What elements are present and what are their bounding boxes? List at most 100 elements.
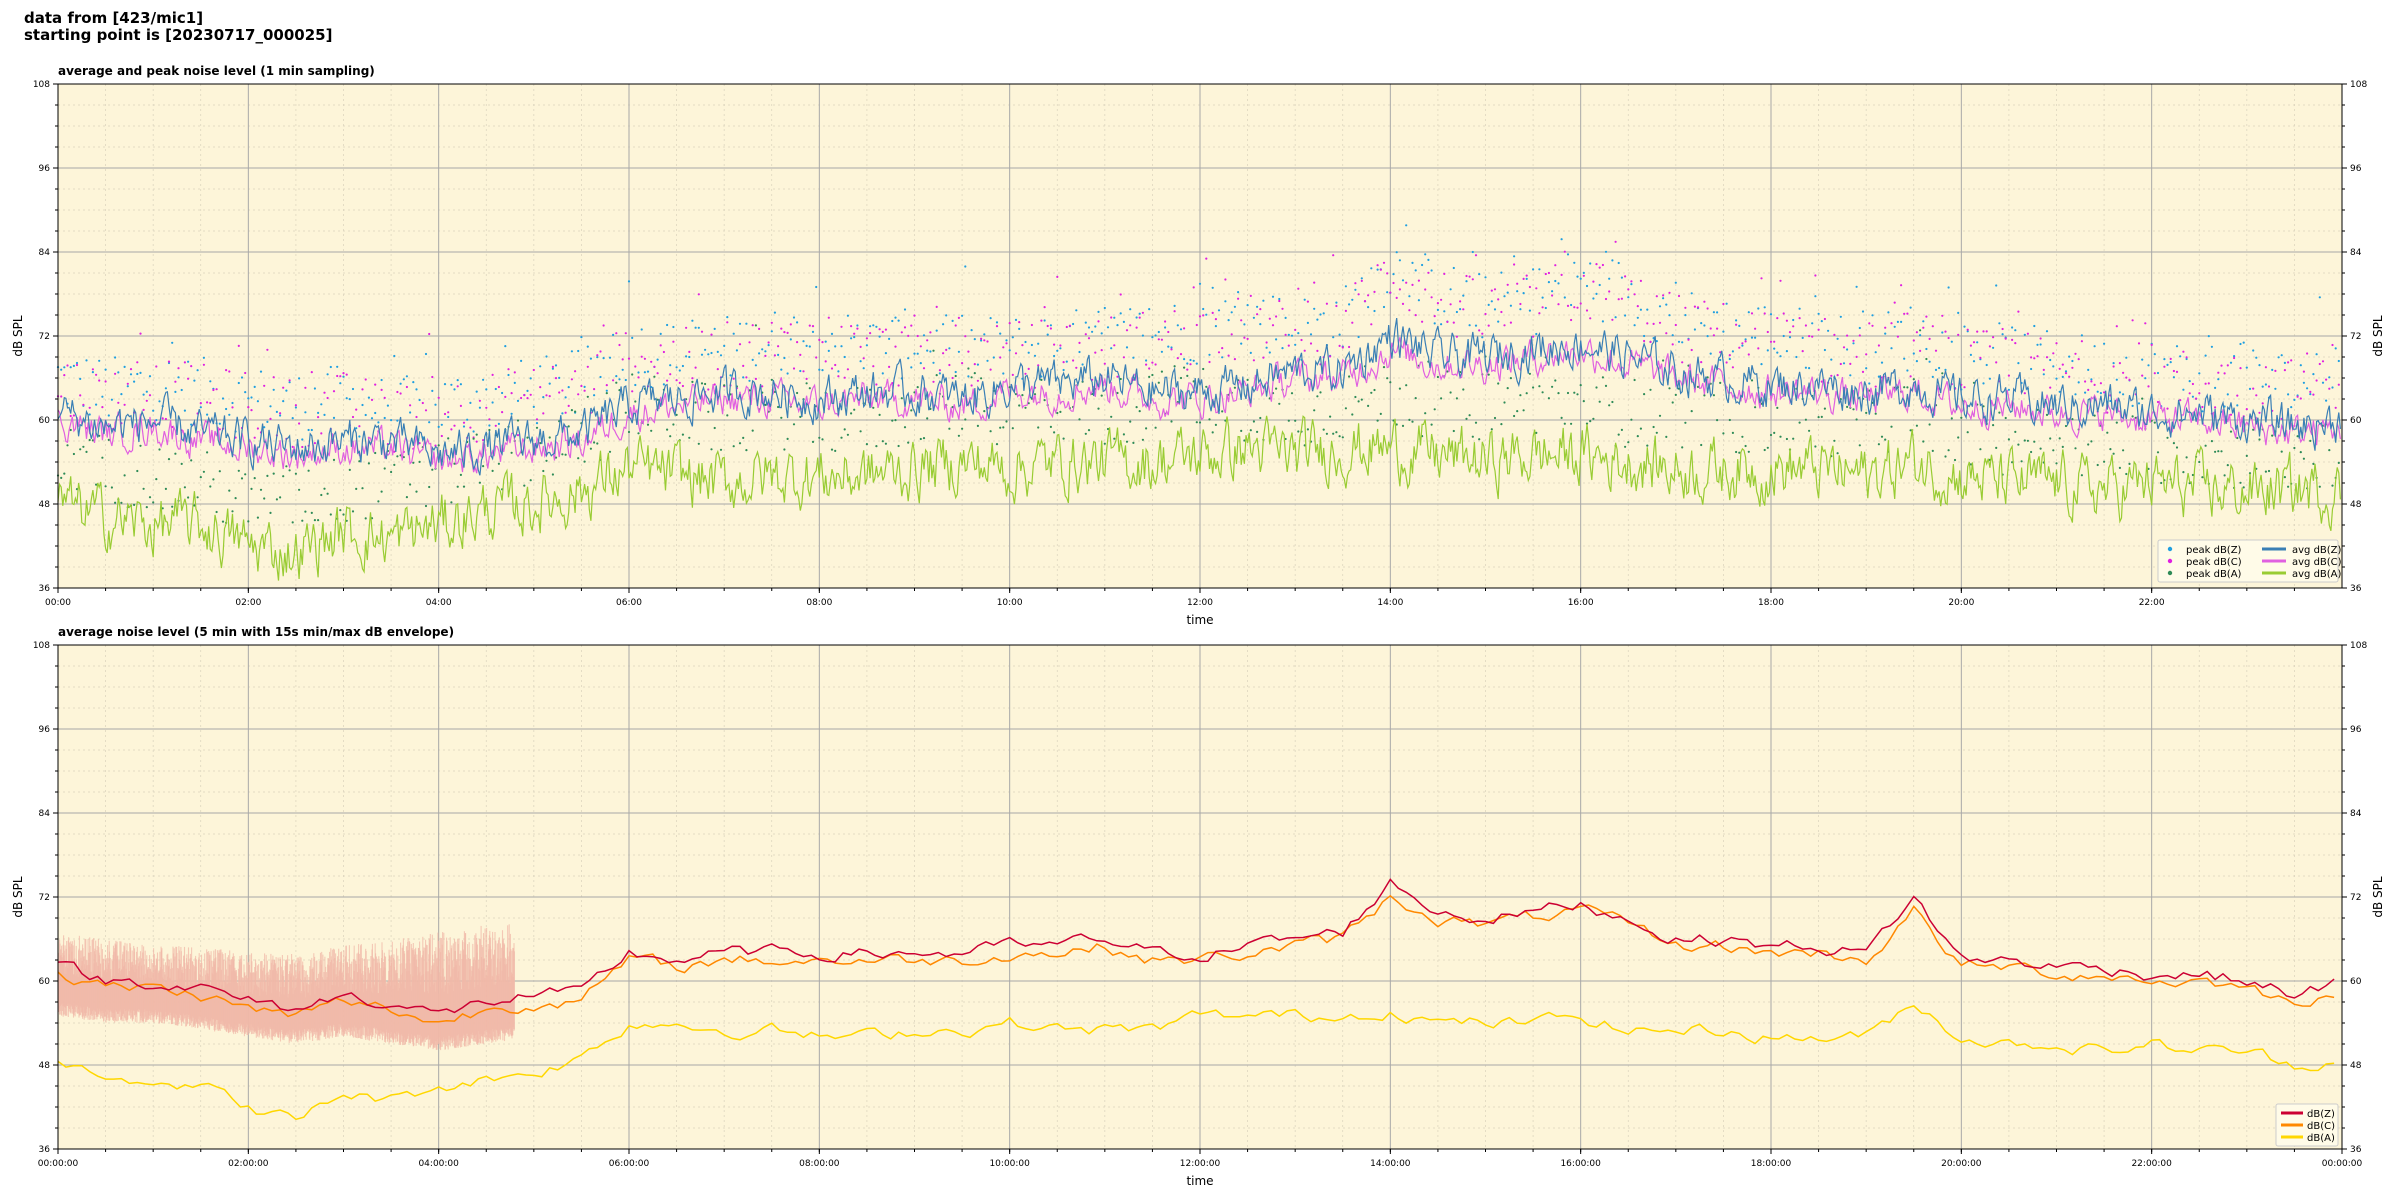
peak-c-point: [1671, 343, 1674, 346]
peak-a-point: [1960, 416, 1963, 419]
peak-z-point: [1627, 296, 1630, 299]
peak-a-point: [694, 401, 697, 404]
peak-z-point: [139, 371, 142, 374]
peak-c-point: [580, 384, 583, 388]
peak-z-point: [1170, 346, 1173, 349]
peak-z-point: [1585, 284, 1589, 288]
peak-z-point: [2252, 349, 2255, 352]
peak-a-point: [2160, 481, 2163, 485]
peak-a-point: [326, 492, 329, 495]
peak-c-point: [1135, 326, 1138, 329]
peak-c-point: [1776, 317, 1779, 320]
peak-c-point: [685, 326, 688, 329]
peak-z-point: [136, 372, 139, 376]
peak-z-point: [802, 340, 805, 343]
peak-z-point: [1896, 320, 1899, 323]
peak-z-point: [1240, 342, 1243, 345]
peak-a-point: [1953, 458, 1957, 462]
peak-a-point: [586, 395, 589, 398]
peak-a-point: [364, 517, 367, 520]
peak-c-point: [1801, 350, 1804, 353]
peak-c-point: [1056, 275, 1059, 278]
peak-a-point: [307, 469, 310, 472]
peak-c-point: [256, 427, 259, 430]
peak-z-point: [1582, 271, 1585, 274]
peak-z-point: [1395, 251, 1398, 254]
peak-z-point: [1658, 305, 1662, 308]
peak-a-point: [669, 435, 672, 438]
peak-c-point: [1589, 317, 1592, 320]
peak-z-point: [393, 354, 396, 358]
peak-z-point: [1747, 311, 1750, 314]
peak-a-point: [2141, 397, 2144, 400]
peak-c-point: [431, 375, 434, 379]
peak-z-point: [1716, 311, 1719, 314]
peak-a-point: [2337, 461, 2340, 464]
peak-z-point: [1192, 359, 1195, 362]
peak-c-point: [1481, 332, 1484, 335]
peak-z-point: [2293, 398, 2296, 401]
peak-c-point: [370, 398, 374, 401]
peak-z-point: [865, 344, 869, 347]
peak-z-point: [516, 399, 520, 402]
peak-z-point: [1554, 279, 1557, 283]
peak-a-point: [948, 427, 951, 430]
x-tick-label: 00:00:00: [38, 1159, 79, 1169]
peak-c-point: [1183, 327, 1186, 330]
peak-c-point: [570, 378, 574, 381]
peak-a-point: [1532, 386, 1535, 389]
peak-z-point: [2302, 381, 2305, 384]
peak-z-point: [2210, 345, 2213, 348]
peak-a-point: [916, 386, 919, 389]
peak-c-point: [1617, 298, 1620, 301]
peak-c-point: [653, 365, 656, 368]
peak-z-point: [466, 418, 469, 421]
peak-z-point: [669, 364, 672, 367]
peak-z-point: [1014, 318, 1018, 321]
peak-z-point: [1198, 282, 1202, 285]
peak-c-point: [1757, 347, 1760, 350]
peak-c-point: [1421, 320, 1424, 323]
peak-a-point: [1256, 430, 1259, 433]
peak-c-point: [1284, 333, 1287, 336]
peak-c-point: [1849, 362, 1852, 365]
peak-z-point: [678, 369, 681, 372]
peak-a-point: [2296, 435, 2299, 438]
peak-c-point: [510, 392, 513, 395]
peak-z-point: [1265, 346, 1268, 349]
peak-a-point: [339, 509, 342, 512]
peak-z-point: [456, 379, 459, 382]
peak-z-point: [1513, 255, 1516, 258]
peak-c-point: [586, 365, 589, 368]
peak-a-point: [72, 452, 75, 456]
peak-c-point: [1576, 306, 1579, 309]
peak-z-point: [1360, 277, 1363, 280]
x-tick-label: 18:00: [1758, 598, 1784, 608]
peak-a-point: [1471, 435, 1474, 438]
peak-z-point: [713, 327, 716, 330]
peak-z-point: [120, 393, 123, 396]
peak-c-point: [523, 394, 526, 397]
peak-z-point: [1405, 224, 1408, 227]
avg-a-line: [57, 415, 2341, 581]
peak-a-point: [2153, 421, 2156, 424]
x-tick-label: 10:00: [997, 598, 1023, 608]
peak-a-point: [2220, 450, 2223, 453]
chart-title: average and peak noise level (1 min samp…: [58, 64, 375, 78]
x-tick-label: 00:00:00: [2322, 1159, 2363, 1169]
y-tick-label: 60: [39, 977, 51, 987]
peak-z-point: [1455, 310, 1458, 314]
peak-c-point: [811, 325, 815, 328]
peak-c-point: [355, 408, 358, 411]
peak-c-point: [913, 314, 916, 317]
peak-c-point: [155, 365, 158, 368]
peak-z-point: [1576, 275, 1579, 278]
peak-a-point: [1033, 393, 1037, 396]
peak-z-point: [1516, 290, 1519, 293]
peak-z-point: [903, 308, 907, 311]
peak-c-point: [1563, 250, 1566, 253]
peak-z-point: [1091, 330, 1094, 333]
peak-z-point: [1500, 271, 1503, 274]
peak-c-point: [145, 399, 148, 402]
peak-c-point: [859, 345, 862, 348]
